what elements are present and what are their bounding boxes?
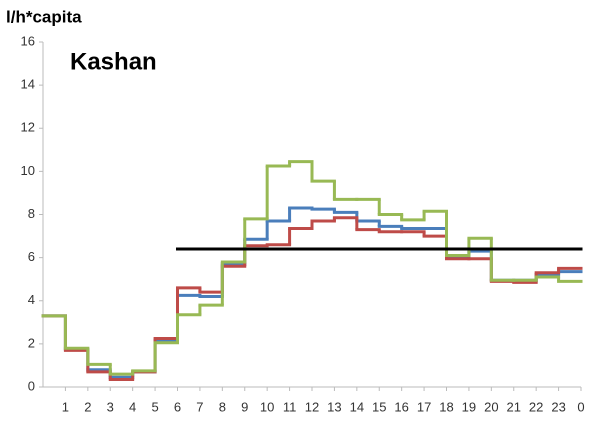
y-axis-label: l/h*capita [6, 7, 82, 26]
x-tick-label: 10 [260, 399, 274, 414]
x-tick-label: 18 [439, 399, 453, 414]
x-tick-label: 0 [577, 399, 584, 414]
y-tick-label: 4 [28, 292, 35, 307]
y-tick-label: 10 [21, 163, 35, 178]
x-tick-label: 12 [305, 399, 319, 414]
x-tick-label: 15 [372, 399, 386, 414]
x-tick-label: 4 [129, 399, 136, 414]
x-tick-label: 20 [484, 399, 498, 414]
x-tick-label: 17 [417, 399, 431, 414]
y-tick-label: 2 [28, 335, 35, 350]
x-tick-label: 11 [283, 399, 297, 414]
x-tick-label: 3 [107, 399, 114, 414]
x-tick-label: 19 [462, 399, 476, 414]
x-tick-label: 7 [196, 399, 203, 414]
x-tick-label: 14 [350, 399, 364, 414]
y-tick-label: 14 [21, 77, 35, 92]
series [41, 160, 583, 376]
x-tick-label: 23 [551, 399, 565, 414]
x-tick-label: 13 [327, 399, 341, 414]
x-tick-label: 21 [507, 399, 521, 414]
series [41, 216, 583, 381]
y-tick-label: 12 [21, 120, 35, 135]
x-tick-label: 8 [219, 399, 226, 414]
y-tick-label: 8 [28, 206, 35, 221]
x-tick-label: 6 [174, 399, 181, 414]
x-tick-label: 9 [241, 399, 248, 414]
y-tick-label: 6 [28, 249, 35, 264]
y-tick-label: 0 [28, 378, 35, 393]
x-tick-label: 16 [394, 399, 408, 414]
x-tick-label: 5 [151, 399, 158, 414]
series [41, 206, 583, 379]
x-tick-label: 1 [62, 399, 69, 414]
y-tick-label: 16 [21, 33, 35, 48]
x-tick-label: 22 [529, 399, 543, 414]
x-tick-label: 2 [84, 399, 91, 414]
chart-title: Kashan [70, 48, 157, 75]
